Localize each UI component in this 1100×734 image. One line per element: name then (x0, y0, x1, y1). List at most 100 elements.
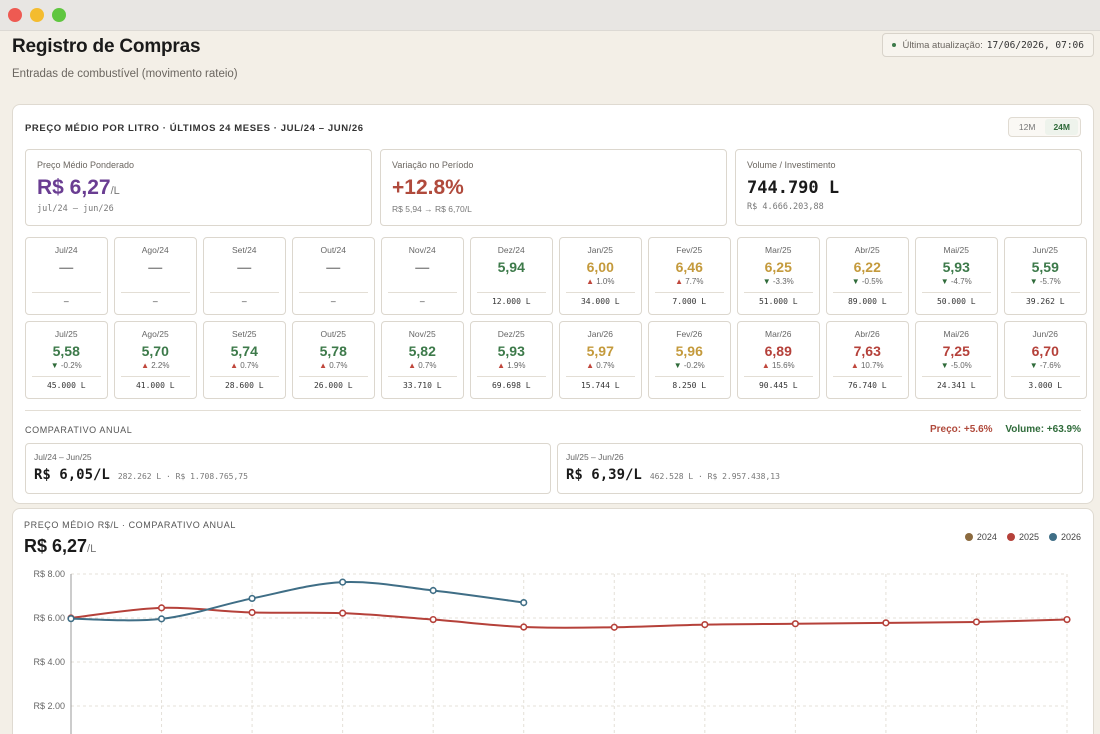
annual-chart-panel: PREÇO MÉDIO R$/L · COMPARATIVO ANUAL R$ … (12, 508, 1094, 734)
divider (32, 292, 101, 293)
month-change: -4.7% (950, 277, 972, 286)
month-volume: – (330, 297, 336, 306)
last-update-label: Última atualização: (902, 39, 983, 51)
minimize-window-button[interactable] (30, 8, 44, 22)
toggle-24m[interactable]: 24M (1045, 119, 1078, 135)
month-change: 0.7% (596, 361, 615, 370)
maximize-window-button[interactable] (52, 8, 66, 22)
month-price: 5,97 (586, 343, 614, 359)
divider (566, 376, 635, 377)
annual-comparison-deltas: Preço: +5.6% Volume: +63.9% (930, 424, 1081, 435)
arrow-up-icon: ▲ (141, 361, 152, 370)
month-card: Mar/25 6,25 ▼ -3.3% 51.000 L (737, 237, 820, 315)
month-price: 5,58 (52, 343, 80, 359)
month-price: 5,74 (230, 343, 258, 359)
month-card: Jun/26 6,70 ▼ -7.6% 3.000 L (1004, 321, 1087, 399)
arrow-up-icon: ▲ (586, 277, 597, 286)
month-volume: 39.262 L (1025, 297, 1065, 306)
divider (388, 292, 457, 293)
month-label: Jan/25 (587, 245, 614, 255)
period-meta: 282.262 L · R$ 1.708.765,75 (117, 472, 248, 481)
y-tick-label: R$ 2.00 (33, 701, 65, 711)
legend-item-2025[interactable]: 2025 (1006, 532, 1039, 542)
month-label: Mar/26 (765, 329, 792, 339)
month-change: -3.3% (772, 277, 794, 286)
kpi-period-variation: Variação no Período +12.8% R$ 5,94 → R$ … (380, 149, 727, 226)
divider (1011, 376, 1080, 377)
period-price: R$ 6,05/L (34, 467, 110, 483)
period-toggle: 12M 24M (1007, 117, 1081, 137)
page-header: Registro de Compras Entradas de combustí… (12, 36, 238, 80)
kpi-note: R$ 4.666.203,88 (747, 202, 824, 212)
y-tick-label: R$ 6.00 (33, 613, 65, 623)
divider (121, 292, 190, 293)
divider (210, 292, 279, 293)
data-point-2025 (520, 623, 528, 631)
arrow-up-icon: ▲ (230, 361, 241, 370)
legend-dot-icon (964, 533, 973, 541)
month-label: Dez/25 (497, 329, 525, 339)
month-volume: 69.698 L (491, 381, 531, 390)
data-point-2026 (157, 615, 166, 623)
month-change: -0.2% (683, 361, 705, 370)
month-volume: – (152, 297, 158, 306)
month-change: 2.2% (151, 361, 170, 370)
month-change: -7.6% (1039, 361, 1061, 370)
panel-title: PREÇO MÉDIO POR LITRO · ÚLTIMOS 24 MESES… (25, 123, 364, 134)
page-subtitle: Entradas de combustível (movimento ratei… (12, 68, 238, 80)
month-label: Ago/25 (141, 329, 169, 339)
arrow-down-icon: ▼ (940, 361, 951, 370)
month-price: 5,93 (942, 259, 970, 275)
price-per-liter-panel: PREÇO MÉDIO POR LITRO · ÚLTIMOS 24 MESES… (12, 104, 1094, 504)
month-card: Set/24 — – (203, 237, 286, 315)
month-volume: 45.000 L (46, 381, 86, 390)
arrow-down-icon: ▼ (851, 277, 862, 286)
arrow-up-icon: ▲ (761, 361, 772, 370)
month-label: Set/24 (231, 245, 257, 255)
month-volume: 41.000 L (135, 381, 175, 390)
divider (32, 376, 101, 377)
series-line-2026 (70, 580, 524, 622)
status-dot-icon (891, 43, 896, 47)
annual-price-line-chart: R$ 8.00 R$ 6.00 R$ 4.00 R$ 2.00 (33, 569, 1071, 734)
legend-item-2024[interactable]: 2024 (964, 532, 997, 542)
month-card: Dez/25 5,93 ▲ 1.9% 69.698 L (470, 321, 553, 399)
month-label: Abr/26 (854, 329, 880, 339)
month-price: 5,94 (497, 259, 525, 275)
month-label: Jan/26 (587, 329, 614, 339)
month-card: Mai/26 7,25 ▼ -5.0% 24.341 L (915, 321, 998, 399)
month-change: -5.7% (1039, 277, 1061, 286)
kpi-note: jul/24 – jun/26 (37, 204, 114, 214)
month-card: Jun/25 5,59 ▼ -5.7% 39.262 L (1004, 237, 1087, 315)
close-window-button[interactable] (8, 8, 22, 22)
arrow-up-icon: ▲ (408, 361, 419, 370)
month-label: Fev/26 (676, 329, 703, 339)
legend-item-2026[interactable]: 2026 (1048, 532, 1081, 542)
data-point-2025 (157, 604, 166, 612)
month-price: 7,25 (942, 343, 970, 359)
toggle-12m[interactable]: 12M (1018, 122, 1036, 132)
arrow-up-icon: ▲ (586, 361, 597, 370)
y-tick-label: R$ 8.00 (33, 569, 65, 579)
arrow-up-icon: ▲ (497, 361, 508, 370)
divider (1011, 292, 1080, 293)
data-point-2025 (429, 615, 437, 624)
month-price: 6,25 (764, 259, 792, 275)
month-change: 10.7% (860, 361, 884, 370)
month-volume: 8.250 L (672, 381, 707, 390)
month-volume: – (241, 297, 247, 306)
divider (25, 410, 1081, 411)
month-volume: 90.445 L (758, 381, 798, 390)
arrow-down-icon: ▼ (50, 361, 61, 370)
data-point-2025 (882, 619, 890, 627)
arrow-down-icon: ▼ (673, 361, 684, 370)
price-delta: Preço: +5.6% (929, 424, 993, 435)
month-change: -0.5% (861, 277, 883, 286)
month-label: Nov/25 (408, 329, 436, 339)
month-card: Mai/25 5,93 ▼ -4.7% 50.000 L (915, 237, 998, 315)
divider (833, 376, 902, 377)
month-price: 5,82 (408, 343, 436, 359)
arrow-down-icon: ▼ (1029, 361, 1040, 370)
arrow-down-icon: ▼ (1029, 277, 1040, 286)
kpi-value: 744.790 L (747, 178, 840, 198)
